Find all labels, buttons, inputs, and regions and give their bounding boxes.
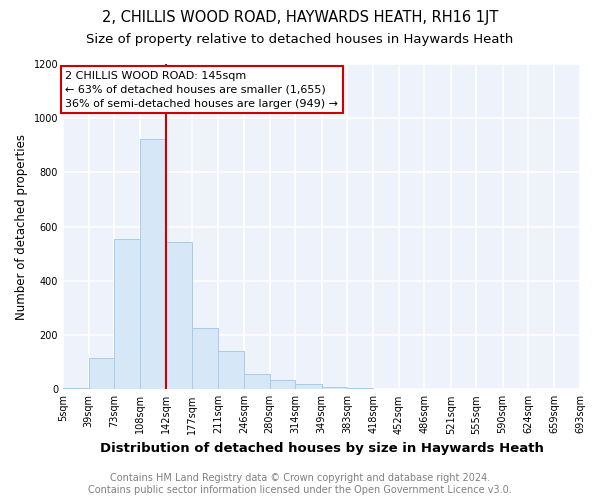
Bar	[295, 384, 322, 390]
Text: 2 CHILLIS WOOD ROAD: 145sqm
← 63% of detached houses are smaller (1,655)
36% of : 2 CHILLIS WOOD ROAD: 145sqm ← 63% of det…	[65, 71, 338, 109]
Bar	[322, 387, 347, 390]
Bar	[347, 388, 373, 390]
Text: 2, CHILLIS WOOD ROAD, HAYWARDS HEATH, RH16 1JT: 2, CHILLIS WOOD ROAD, HAYWARDS HEATH, RH…	[102, 10, 498, 25]
Bar	[244, 374, 269, 390]
Bar	[63, 388, 89, 390]
Bar	[166, 242, 192, 390]
Text: Contains HM Land Registry data © Crown copyright and database right 2024.
Contai: Contains HM Land Registry data © Crown c…	[88, 474, 512, 495]
Text: Size of property relative to detached houses in Haywards Heath: Size of property relative to detached ho…	[86, 32, 514, 46]
Bar	[114, 239, 140, 390]
Bar	[269, 380, 295, 390]
Bar	[218, 352, 244, 390]
X-axis label: Distribution of detached houses by size in Haywards Heath: Distribution of detached houses by size …	[100, 442, 544, 455]
Bar	[373, 389, 399, 390]
Y-axis label: Number of detached properties: Number of detached properties	[15, 134, 28, 320]
Bar	[140, 138, 166, 390]
Bar	[192, 328, 218, 390]
Bar	[89, 358, 114, 390]
